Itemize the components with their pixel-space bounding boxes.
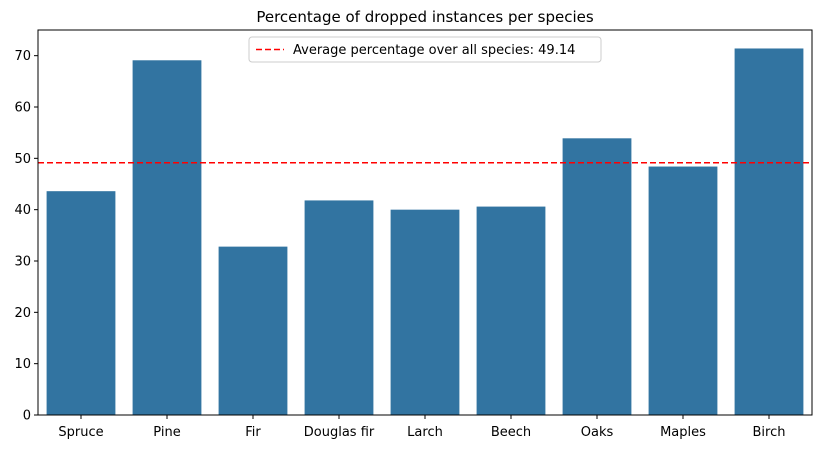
x-axis: Spruce Pine Fir Douglas fir Larch Beech Oaks Ma…: [58, 415, 785, 440]
x-tick-label: Larch: [407, 425, 443, 440]
bar-douglas-fir: [304, 200, 374, 415]
y-tick-label: 40: [14, 203, 31, 218]
bar-beech: [476, 206, 546, 415]
y-tick-label: 60: [14, 101, 31, 116]
bar-oaks: [562, 138, 632, 415]
x-tick-label: Pine: [153, 425, 180, 440]
x-tick-label: Beech: [491, 425, 531, 440]
y-tick-label: 20: [14, 306, 31, 321]
y-tick-label: 30: [14, 255, 31, 270]
y-tick-label: 50: [14, 152, 31, 167]
legend-box: [248, 36, 602, 63]
chart-title: Percentage of dropped instances per spec…: [256, 8, 593, 26]
bar-larch: [390, 209, 460, 415]
bar-birch: [734, 48, 804, 415]
y-tick-label: 10: [14, 357, 31, 372]
x-tick-label: Fir: [245, 425, 261, 440]
legend: Average percentage over all species: 49.…: [248, 36, 602, 63]
y-tick-label: 70: [14, 49, 31, 64]
x-tick-label: Oaks: [581, 425, 614, 440]
y-axis: 0 10 20 30 40 50 60 70: [14, 49, 38, 424]
x-tick-label: Birch: [753, 425, 786, 440]
bar-fir: [218, 246, 288, 415]
x-tick-label: Maples: [660, 425, 706, 440]
bar-maples: [648, 166, 718, 415]
bar-spruce: [46, 191, 116, 415]
plot-frame: [37, 29, 813, 416]
legend-label: Average percentage over all species: 49.…: [293, 43, 575, 58]
x-tick-label: Douglas fir: [304, 425, 375, 440]
bar-pine: [132, 60, 202, 415]
x-tick-label: Spruce: [58, 425, 103, 440]
y-tick-label: 0: [23, 409, 31, 424]
bars-group: [46, 48, 804, 415]
